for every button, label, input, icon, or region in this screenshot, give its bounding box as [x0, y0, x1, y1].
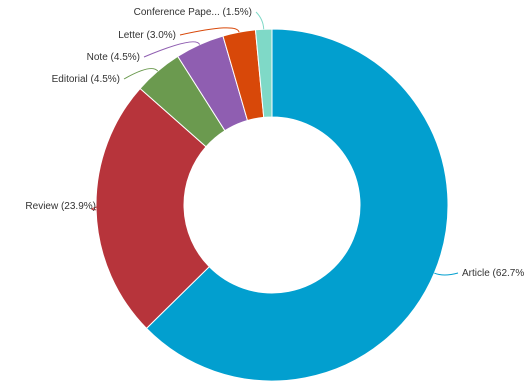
slice-label-note: Note (4.5%) [87, 52, 140, 63]
slice-label-conference-pape: Conference Pape... (1.5%) [134, 7, 252, 18]
slice-labels-group: Article (62.7%) Review (23.9%) Editorial (… [25, 7, 524, 279]
slice-label-review: Review (23.9%) [25, 201, 96, 212]
slice-label-editorial: Editorial (4.5%) [52, 74, 120, 85]
leader-line-article [434, 272, 459, 276]
leader-line-review [91, 205, 101, 211]
leader-lines-group [91, 11, 459, 276]
leader-line-letter [179, 27, 240, 36]
leader-line-editorial [123, 68, 159, 80]
slice-label-letter: Letter (3.0%) [118, 30, 176, 41]
slice-article[interactable] [145, 28, 449, 381]
slice-label-article: Article (62.7%) [462, 268, 524, 279]
leader-line-conference-pape [255, 11, 265, 30]
leader-line-note [143, 41, 201, 58]
slice-review[interactable] [95, 87, 210, 330]
slices-group [95, 28, 449, 381]
slice-conference-pape[interactable] [254, 28, 273, 118]
